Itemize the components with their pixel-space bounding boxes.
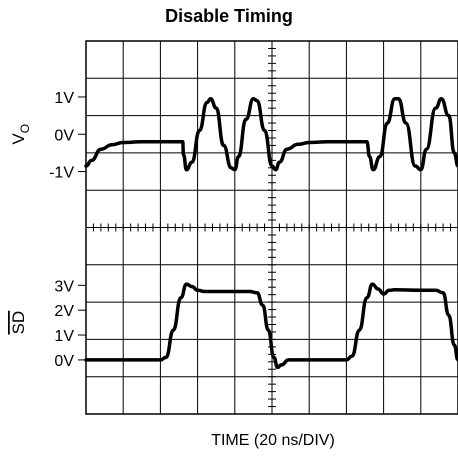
y-axis-label-text: VO [9, 124, 32, 145]
trace-vo [84, 97, 458, 172]
trace-sd [84, 282, 458, 370]
y-tick-label: 2V [54, 303, 74, 320]
y-tick-label: -1V [49, 165, 74, 182]
traces [84, 97, 458, 370]
y-tick-label: 0V [54, 127, 74, 144]
y-axis-label-sd: SD [8, 310, 28, 335]
y-tick-label: 1V [54, 328, 74, 345]
x-axis-label: TIME (20 ns/DIV) [211, 432, 335, 449]
y-axis-label-vo: VO [9, 124, 32, 145]
axis-labels: 1V 0V -1V 3V 2V 1V 0V VO SD [8, 90, 86, 370]
chart-title: Disable Timing [165, 6, 293, 26]
y-tick-label: 3V [54, 278, 74, 295]
y-tick-label: 1V [54, 90, 74, 107]
axis-ticks [85, 40, 458, 415]
y-tick-label: 0V [54, 353, 74, 370]
y-axis-label-text: SD [9, 311, 28, 335]
